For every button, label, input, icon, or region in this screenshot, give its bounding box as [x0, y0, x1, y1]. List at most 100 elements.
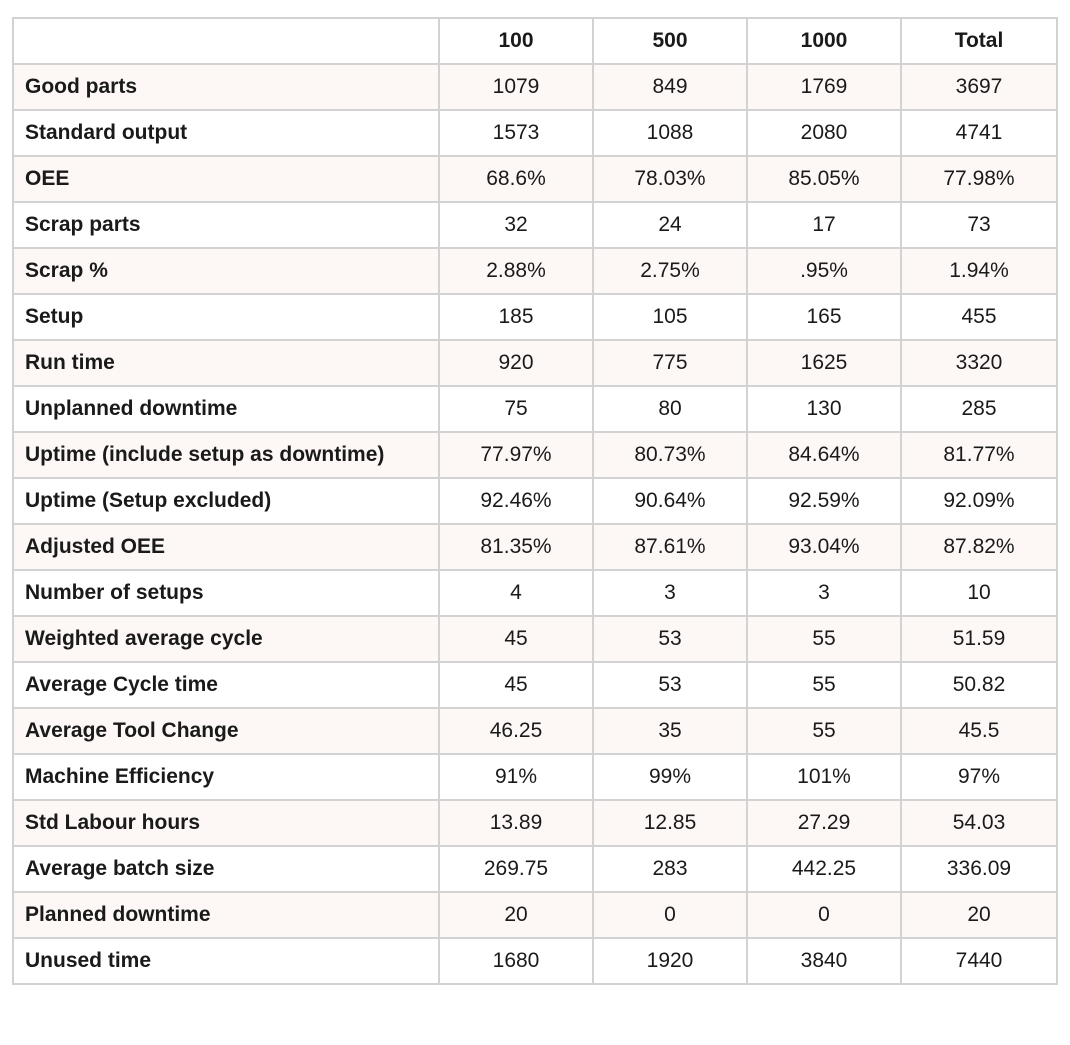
- row-label: Good parts: [12, 63, 440, 111]
- table-cell: 24: [592, 201, 748, 249]
- table-cell: 81.35%: [438, 523, 594, 571]
- table-row: Average batch size 269.75 283 442.25 336.09: [12, 845, 1058, 893]
- table-cell: 92.09%: [900, 477, 1058, 525]
- table-cell: 93.04%: [746, 523, 902, 571]
- table-cell: 1920: [592, 937, 748, 985]
- table-cell: 20: [438, 891, 594, 939]
- table-cell: 45.5: [900, 707, 1058, 755]
- table-cell: 68.6%: [438, 155, 594, 203]
- header-cell-total: Total: [900, 17, 1058, 65]
- table-cell: 3: [592, 569, 748, 617]
- table-row: Std Labour hours 13.89 12.85 27.29 54.03: [12, 799, 1058, 847]
- table-cell: 105: [592, 293, 748, 341]
- table-cell: 1769: [746, 63, 902, 111]
- header-cell-corner: [12, 17, 440, 65]
- table-row: Uptime (include setup as downtime) 77.97%…: [12, 431, 1058, 479]
- table-row: Machine Efficiency 91% 99% 101% 97%: [12, 753, 1058, 801]
- table-cell: 3: [746, 569, 902, 617]
- table-cell: 920: [438, 339, 594, 387]
- table-cell: 90.64%: [592, 477, 748, 525]
- table-row: Setup 185 105 165 455: [12, 293, 1058, 341]
- table-cell: 3840: [746, 937, 902, 985]
- table-cell: 130: [746, 385, 902, 433]
- row-label: OEE: [12, 155, 440, 203]
- table-cell: 91%: [438, 753, 594, 801]
- row-label: Std Labour hours: [12, 799, 440, 847]
- table-cell: 55: [746, 707, 902, 755]
- table-cell: 55: [746, 661, 902, 709]
- table-cell: 45: [438, 661, 594, 709]
- table-row: Scrap % 2.88% 2.75% .95% 1.94%: [12, 247, 1058, 295]
- table-cell: 269.75: [438, 845, 594, 893]
- row-label: Uptime (Setup excluded): [12, 477, 440, 525]
- table-cell: 87.82%: [900, 523, 1058, 571]
- table-cell: 775: [592, 339, 748, 387]
- table-row: OEE 68.6% 78.03% 85.05% 77.98%: [12, 155, 1058, 203]
- table-row: Adjusted OEE 81.35% 87.61% 93.04% 87.82%: [12, 523, 1058, 571]
- table-cell: 55: [746, 615, 902, 663]
- table-cell: 85.05%: [746, 155, 902, 203]
- table-row: Average Cycle time 45 53 55 50.82: [12, 661, 1058, 709]
- row-label: Planned downtime: [12, 891, 440, 939]
- table-cell: 51.59: [900, 615, 1058, 663]
- table-cell: 50.82: [900, 661, 1058, 709]
- table-row: Unused time 1680 1920 3840 7440: [12, 937, 1058, 985]
- table-cell: 2.88%: [438, 247, 594, 295]
- table-cell: 7440: [900, 937, 1058, 985]
- row-label: Adjusted OEE: [12, 523, 440, 571]
- table-cell: 87.61%: [592, 523, 748, 571]
- row-label: Average Tool Change: [12, 707, 440, 755]
- table-cell: 99%: [592, 753, 748, 801]
- table-row: Weighted average cycle 45 53 55 51.59: [12, 615, 1058, 663]
- header-cell-100: 100: [438, 17, 594, 65]
- table-cell: 1079: [438, 63, 594, 111]
- table-cell: 1.94%: [900, 247, 1058, 295]
- table-header-row: 100 500 1000 Total: [12, 17, 1058, 65]
- table-cell: 10: [900, 569, 1058, 617]
- table-row: Number of setups 4 3 3 10: [12, 569, 1058, 617]
- header-cell-500: 500: [592, 17, 748, 65]
- table-cell: 27.29: [746, 799, 902, 847]
- table-cell: 32: [438, 201, 594, 249]
- table-row: Standard output 1573 1088 2080 4741: [12, 109, 1058, 157]
- table-cell: 13.89: [438, 799, 594, 847]
- row-label: Unplanned downtime: [12, 385, 440, 433]
- table-row: Unplanned downtime 75 80 130 285: [12, 385, 1058, 433]
- table-cell: 455: [900, 293, 1058, 341]
- table-cell: 75: [438, 385, 594, 433]
- table-cell: 81.77%: [900, 431, 1058, 479]
- table-cell: 283: [592, 845, 748, 893]
- table-cell: 20: [900, 891, 1058, 939]
- table-cell: 35: [592, 707, 748, 755]
- table-cell: 2080: [746, 109, 902, 157]
- table-cell: 78.03%: [592, 155, 748, 203]
- row-label: Machine Efficiency: [12, 753, 440, 801]
- table-cell: 185: [438, 293, 594, 341]
- table-cell: 1088: [592, 109, 748, 157]
- table-cell: 1573: [438, 109, 594, 157]
- table-row: Uptime (Setup excluded) 92.46% 90.64% 92.59…: [12, 477, 1058, 525]
- table-cell: 17: [746, 201, 902, 249]
- table-cell: 84.64%: [746, 431, 902, 479]
- table-row: Planned downtime 20 0 0 20: [12, 891, 1058, 939]
- row-label: Scrap %: [12, 247, 440, 295]
- row-label: Run time: [12, 339, 440, 387]
- table-cell: 442.25: [746, 845, 902, 893]
- table-cell: 77.97%: [438, 431, 594, 479]
- table-row: Scrap parts 32 24 17 73: [12, 201, 1058, 249]
- table-cell: 101%: [746, 753, 902, 801]
- row-label: Average Cycle time: [12, 661, 440, 709]
- table-cell: 4741: [900, 109, 1058, 157]
- table-cell: 80: [592, 385, 748, 433]
- table-row: Run time 920 775 1625 3320: [12, 339, 1058, 387]
- table-cell: 2.75%: [592, 247, 748, 295]
- table-cell: .95%: [746, 247, 902, 295]
- header-cell-1000: 1000: [746, 17, 902, 65]
- table-cell: 336.09: [900, 845, 1058, 893]
- table-cell: 3320: [900, 339, 1058, 387]
- row-label: Uptime (include setup as downtime): [12, 431, 440, 479]
- table-cell: 53: [592, 661, 748, 709]
- table-cell: 0: [746, 891, 902, 939]
- table-cell: 97%: [900, 753, 1058, 801]
- table-cell: 285: [900, 385, 1058, 433]
